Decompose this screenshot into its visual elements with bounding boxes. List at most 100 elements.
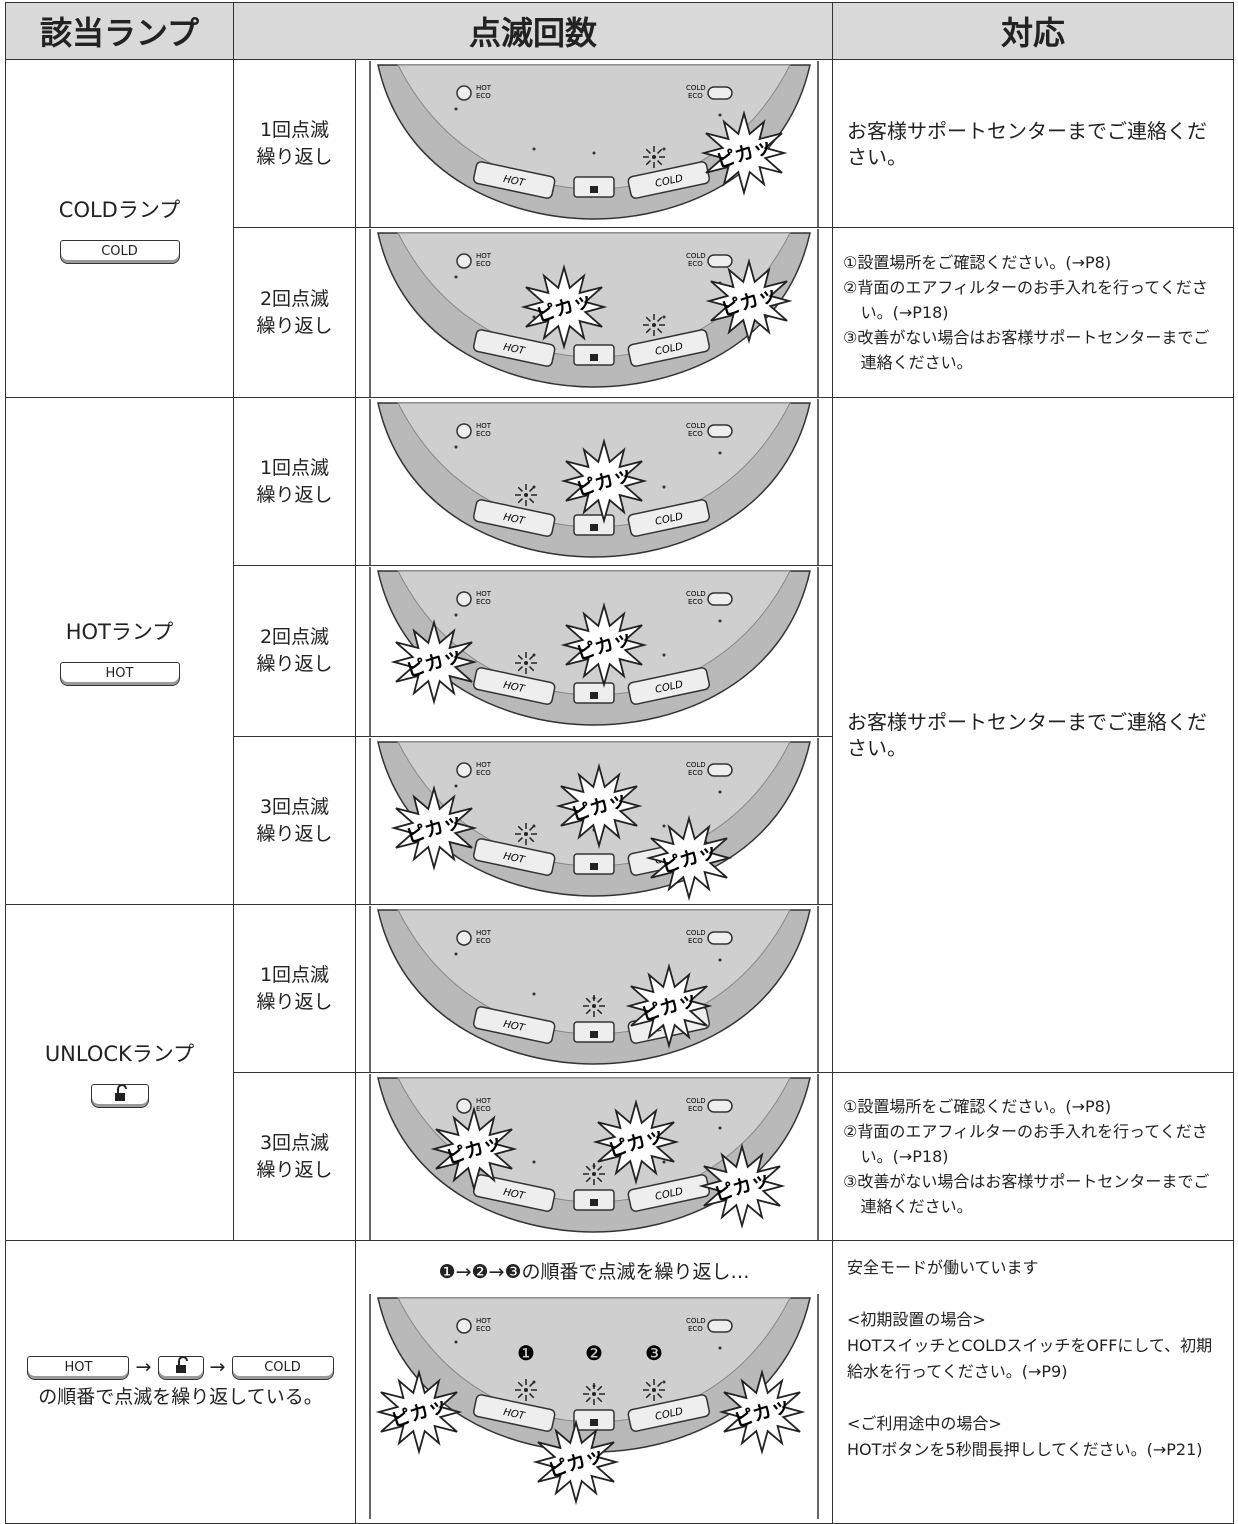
count-cell: 3回点滅 繰り返し <box>233 1072 356 1241</box>
dot <box>532 1160 536 1163</box>
button-label: HOT <box>502 173 526 188</box>
button: HOT <box>472 160 556 199</box>
indicator <box>456 252 472 269</box>
lamp-cell: HOTランプ HOT <box>5 397 234 905</box>
button: HOT <box>472 666 556 705</box>
panel-label: COLD <box>686 252 706 260</box>
panel-label: ECO <box>688 598 703 606</box>
pattern-caption: ❶→❷→❸の順番で点滅を繰り返し… <box>438 1261 750 1283</box>
dot <box>454 107 458 110</box>
flash-burst <box>625 962 713 1049</box>
indicator <box>456 761 472 778</box>
action-cell: ①設置場所をご確認ください。(→P8) ②背面のエアフィルターのお手入れを行ってく… <box>832 227 1235 398</box>
dot <box>718 1126 722 1129</box>
dot <box>718 958 722 961</box>
dot <box>662 824 666 827</box>
spark-ray <box>645 1393 651 1399</box>
button-label: HOT <box>502 1186 526 1201</box>
spark-ray <box>657 1381 663 1387</box>
lock-icon <box>590 1419 598 1426</box>
panel-label: COLD <box>686 84 706 92</box>
panel-label: ECO <box>476 598 491 606</box>
indicator <box>707 762 733 777</box>
spark-ray <box>529 836 535 842</box>
count: 繰り返し <box>256 314 333 337</box>
count: 繰り返し <box>256 145 333 168</box>
spark-ray <box>597 1385 603 1391</box>
panel-label: ECO <box>688 769 703 777</box>
button: COLD <box>627 328 711 367</box>
spark-ray <box>529 1381 535 1387</box>
dot <box>662 485 666 488</box>
count: 1回点滅 <box>259 963 330 986</box>
action-item: ②背面のエアフィルターのお手入れを行ってください。(→P18) <box>843 1122 1208 1166</box>
spark-ray <box>517 836 523 842</box>
button-shape <box>472 328 556 367</box>
indicator <box>456 1097 472 1114</box>
panel-label: HOT <box>476 761 492 769</box>
arrow: → <box>135 1356 152 1378</box>
lock-icon <box>590 691 598 699</box>
button-shape <box>627 498 711 537</box>
seq-button: COLD <box>231 1355 334 1380</box>
count: 2回点滅 <box>259 626 330 648</box>
spark <box>524 660 528 665</box>
spark-ray <box>517 497 523 503</box>
button-shape <box>472 1005 556 1044</box>
panel-label: COLD <box>686 1097 706 1105</box>
indicator <box>707 423 733 438</box>
spark <box>524 1388 528 1392</box>
indicator <box>456 422 472 439</box>
button: HOT <box>472 328 556 367</box>
spark-ray <box>529 654 535 660</box>
flash-burst <box>592 1098 680 1185</box>
lamp-name: COLDランプ <box>58 197 181 222</box>
button-shape <box>627 328 711 367</box>
dot <box>718 619 722 622</box>
spark <box>592 1003 596 1008</box>
sequence-cell: HOT → → COLD の順番で点滅を繰り返している。 <box>5 1240 356 1524</box>
button-label: HOT <box>502 1018 526 1033</box>
action-cell: お客様サポートセンターまでご連絡ください。 <box>832 59 1235 228</box>
panel-label: COLD <box>686 929 706 937</box>
dot <box>662 1380 666 1384</box>
arrow: → <box>209 1356 226 1378</box>
dot <box>662 1160 666 1163</box>
button-shape <box>627 1394 711 1432</box>
sequence-caption: の順番で点滅を繰り返している。 <box>38 1386 323 1408</box>
spark-ray <box>529 486 535 492</box>
button: COLD <box>627 1394 711 1432</box>
flash-burst <box>698 1142 786 1229</box>
panel-label: HOT <box>476 1097 492 1105</box>
dot <box>454 275 458 278</box>
action-line: HOTボタンを5秒間長押ししてください。(→P21) <box>847 1440 1203 1459</box>
action-item: ①設置場所をご確認ください。(→P8) <box>843 1097 1112 1116</box>
dot <box>532 147 536 150</box>
panel-label: ECO <box>688 430 703 438</box>
dot <box>718 1346 722 1350</box>
count-cell: 2回点滅 繰り返し <box>233 227 356 398</box>
flash-burst <box>520 263 608 350</box>
seq-button: HOT <box>27 1355 130 1380</box>
spark-ray <box>657 1393 663 1399</box>
seq-button <box>157 1355 204 1380</box>
spark-ray <box>657 316 663 322</box>
action-line: HOTスイッチとCOLDスイッチをOFFにして、初期給水を行ってください。(→P… <box>847 1336 1213 1381</box>
spark-ray <box>585 997 591 1003</box>
dot <box>718 790 722 793</box>
panel-label: COLD <box>686 1317 706 1325</box>
panel-label: ECO <box>476 1325 491 1333</box>
count-cell: 1回点滅 繰り返し <box>233 397 356 566</box>
indicator <box>456 929 472 946</box>
header-cell: 該当ランプ <box>5 2 234 60</box>
lamp-button <box>90 1083 149 1108</box>
panel-cell: HOT ECO COLD ECO HOT COLD ピカッ ピカッ <box>354 565 834 737</box>
spark-ray <box>517 1393 523 1399</box>
dot <box>454 784 458 787</box>
